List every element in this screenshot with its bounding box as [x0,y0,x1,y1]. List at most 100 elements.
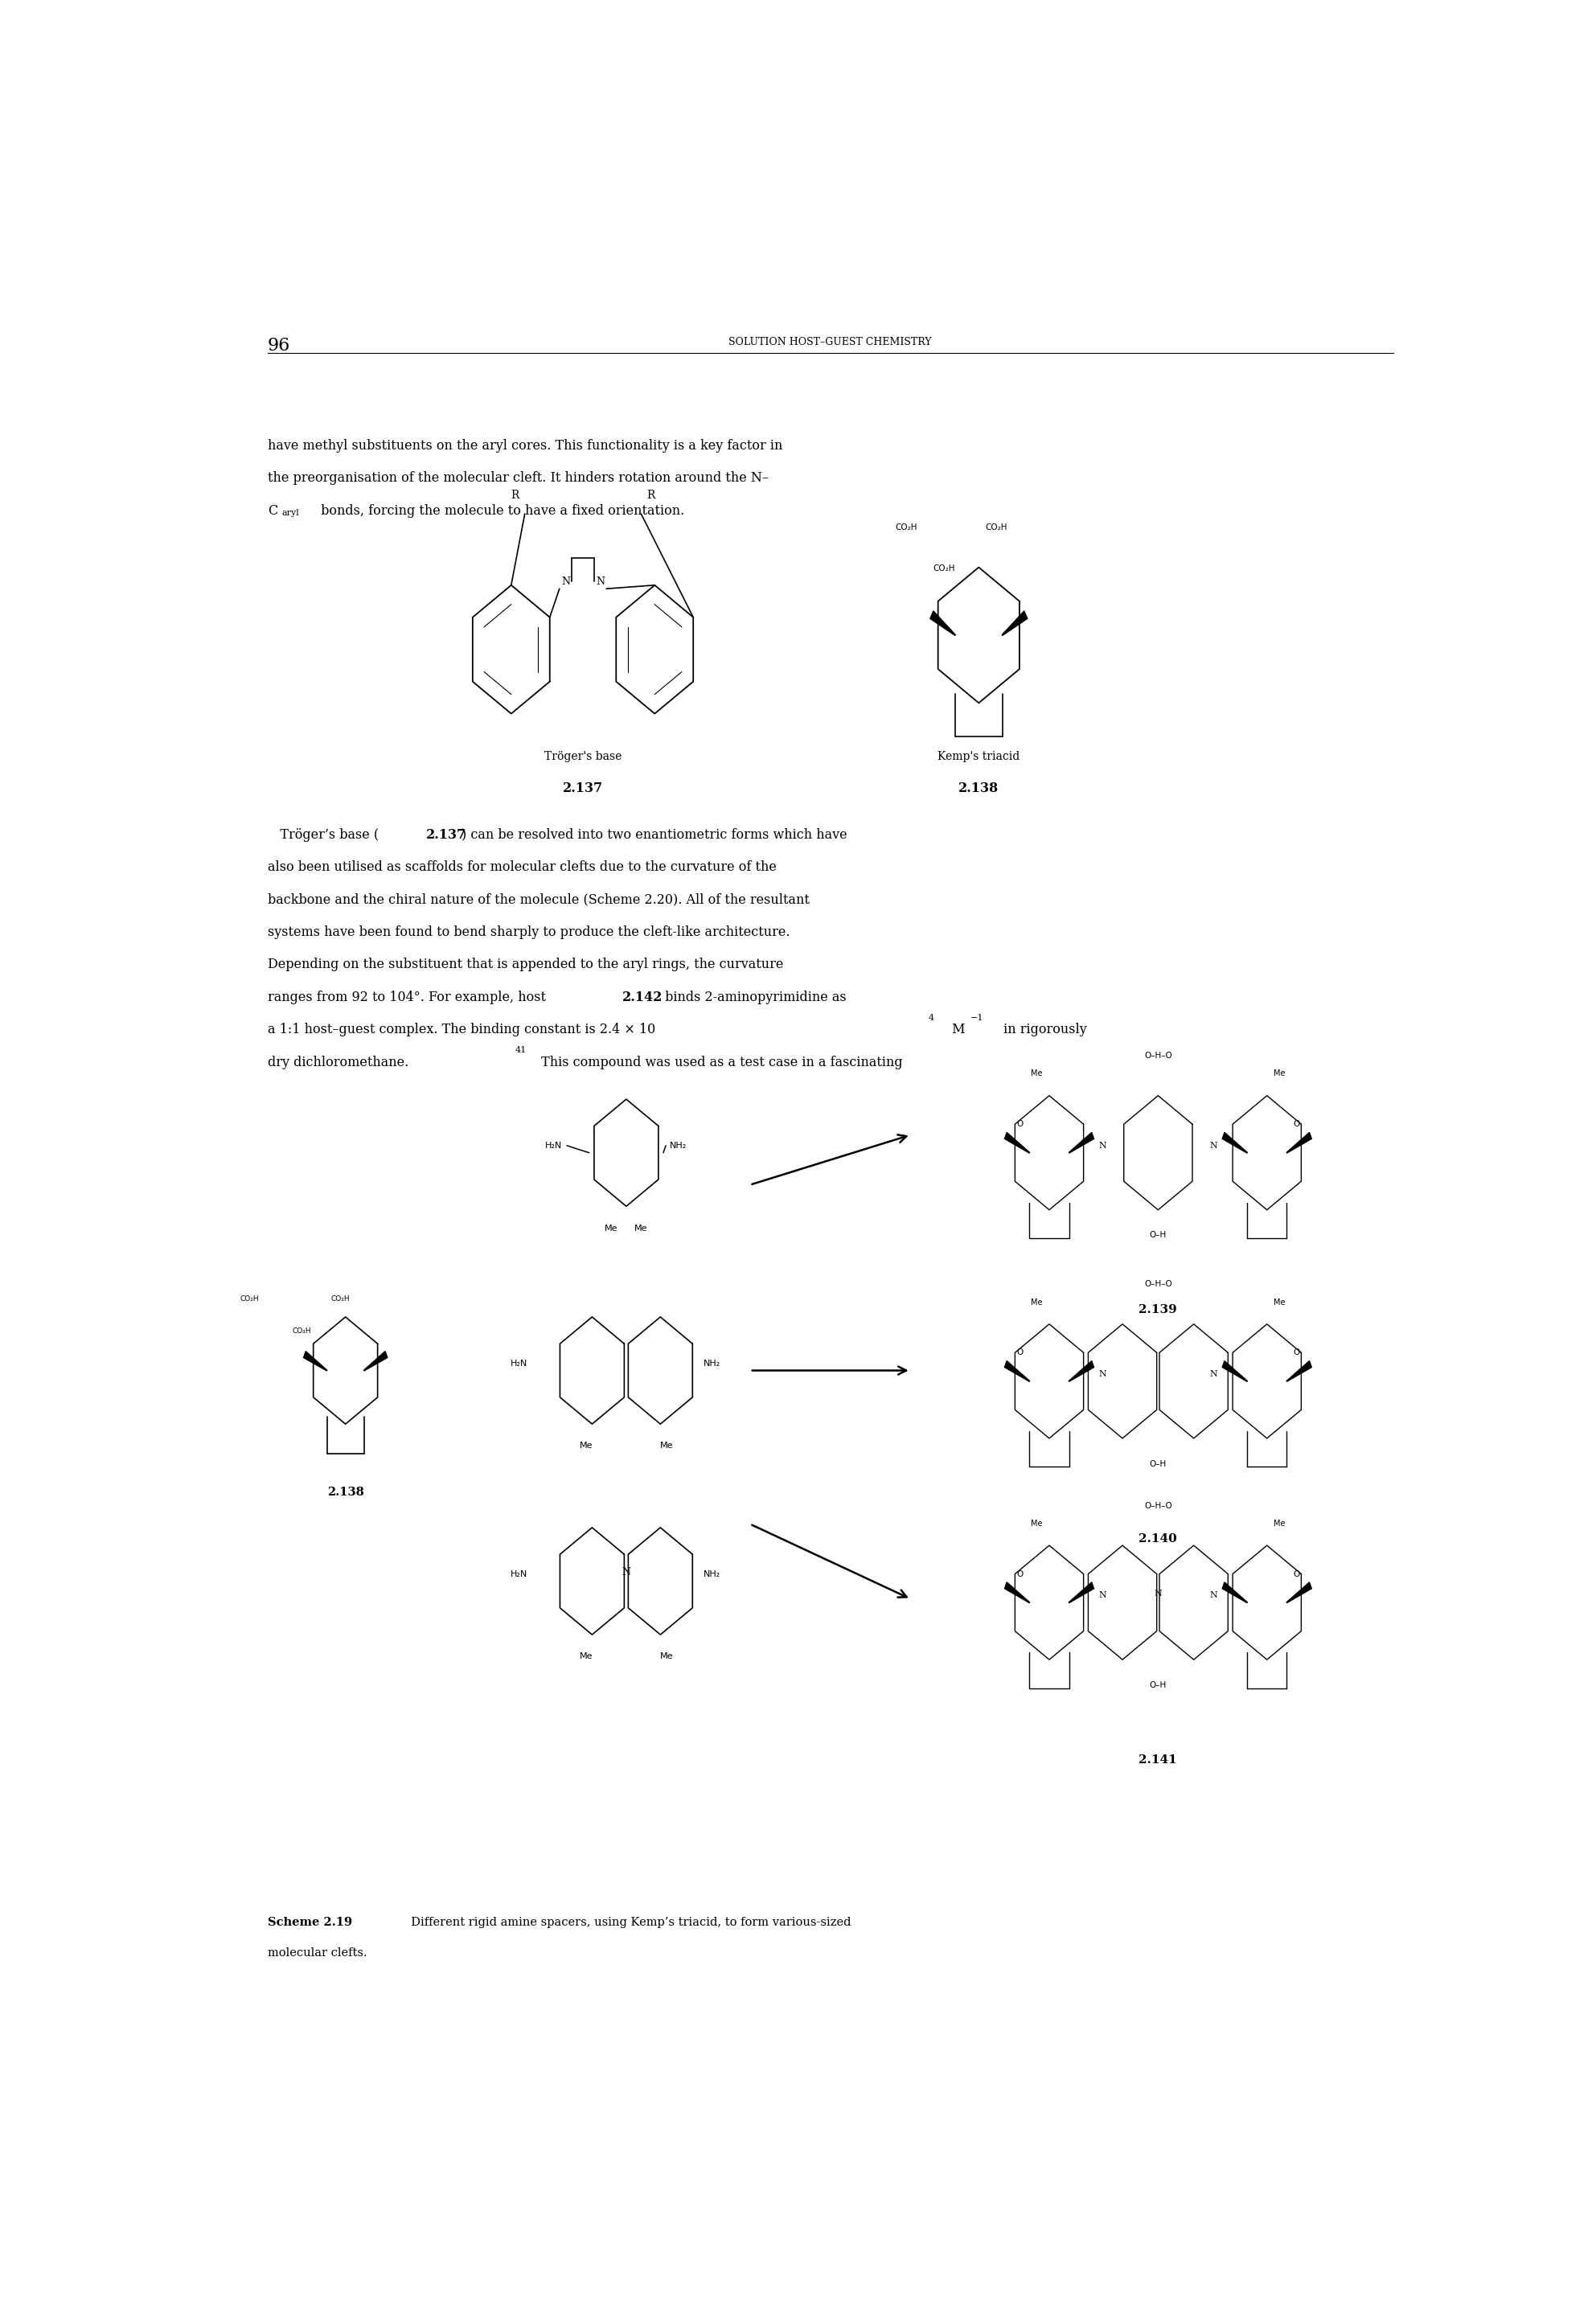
Text: C: C [268,503,278,517]
Text: 4: 4 [927,1013,934,1022]
Polygon shape [364,1351,388,1370]
Text: Me: Me [1031,1069,1042,1078]
Text: H₂N: H₂N [511,1358,528,1368]
Text: N: N [1098,1140,1106,1150]
Text: Me: Me [579,1653,592,1660]
Text: This compound was used as a test case in a fascinating: This compound was used as a test case in… [538,1055,903,1069]
Text: CO₂H: CO₂H [330,1296,350,1303]
Text: Depending on the substituent that is appended to the aryl rings, the curvature: Depending on the substituent that is app… [268,957,784,971]
Text: O: O [1293,1569,1299,1579]
Text: R: R [511,489,519,501]
Text: Me: Me [605,1224,618,1233]
Text: NH₂: NH₂ [704,1358,721,1368]
Text: Kemp's triacid: Kemp's triacid [937,751,1020,763]
Polygon shape [1069,1134,1093,1152]
Polygon shape [1223,1134,1246,1152]
Text: Scheme 2.19: Scheme 2.19 [268,1917,353,1929]
Text: also been utilised as scaffolds for molecular clefts due to the curvature of the: also been utilised as scaffolds for mole… [268,860,776,874]
Polygon shape [303,1351,327,1370]
Text: N: N [1098,1592,1106,1599]
Text: Tröger's base: Tröger's base [544,751,622,763]
Text: 41: 41 [516,1045,527,1055]
Polygon shape [930,612,956,635]
Text: N: N [1210,1370,1218,1379]
Text: aryl: aryl [282,510,298,517]
Text: Me: Me [1274,1069,1285,1078]
Text: 2.138: 2.138 [327,1486,364,1497]
Polygon shape [1004,1134,1029,1152]
Text: Different rigid amine spacers, using Kemp’s triacid, to form various-sized: Different rigid amine spacers, using Kem… [404,1917,851,1929]
Text: O–H–O: O–H–O [1144,1502,1171,1509]
Text: 2.139: 2.139 [1140,1305,1178,1317]
Text: H₂N: H₂N [544,1140,562,1150]
Text: binds 2-aminopyrimidine as: binds 2-aminopyrimidine as [661,990,846,1004]
Text: CO₂H: CO₂H [985,524,1007,531]
Text: dry dichloromethane.: dry dichloromethane. [268,1055,409,1069]
Text: N: N [1154,1590,1162,1597]
Text: backbone and the chiral nature of the molecule (Scheme 2.20). All of the resulta: backbone and the chiral nature of the mo… [268,892,809,906]
Text: O–H: O–H [1149,1460,1167,1467]
Polygon shape [1004,1583,1029,1602]
Text: in rigorously: in rigorously [999,1022,1087,1036]
Text: Tröger’s base (: Tröger’s base ( [268,828,378,841]
Text: 2.140: 2.140 [1140,1532,1178,1544]
Text: 2.142: 2.142 [622,990,662,1004]
Text: systems have been found to bend sharply to produce the cleft-like architecture.: systems have been found to bend sharply … [268,925,790,939]
Polygon shape [1286,1134,1312,1152]
Text: O: O [1293,1349,1299,1356]
Text: N: N [1098,1370,1106,1379]
Polygon shape [1004,1361,1029,1382]
Text: Me: Me [579,1442,592,1451]
Text: Me: Me [1031,1521,1042,1528]
Text: NH₂: NH₂ [704,1569,721,1579]
Text: NH₂: NH₂ [670,1140,686,1150]
Text: O–H–O: O–H–O [1144,1280,1171,1289]
Text: O–H: O–H [1149,1231,1167,1240]
Text: O–H–O: O–H–O [1144,1052,1171,1059]
Text: O: O [1017,1349,1023,1356]
Polygon shape [1223,1361,1246,1382]
Text: O: O [1017,1120,1023,1129]
Text: CO₂H: CO₂H [292,1328,311,1335]
Text: M: M [948,1022,966,1036]
Text: Me: Me [1274,1521,1285,1528]
Text: 2.138: 2.138 [959,781,999,795]
Polygon shape [1223,1583,1246,1602]
Text: N: N [1210,1592,1218,1599]
Polygon shape [1002,612,1028,635]
Text: −1: −1 [970,1013,983,1022]
Text: N: N [1210,1140,1218,1150]
Text: 96: 96 [268,336,290,355]
Text: ranges from 92 to 104°. For example, host: ranges from 92 to 104°. For example, hos… [268,990,551,1004]
Text: Me: Me [1274,1298,1285,1307]
Text: bonds, forcing the molecule to have a fixed orientation.: bonds, forcing the molecule to have a fi… [318,503,685,517]
Text: N: N [622,1567,630,1579]
Text: Me: Me [635,1224,648,1233]
Text: Me: Me [1031,1298,1042,1307]
Polygon shape [1286,1361,1312,1382]
Text: O–H: O–H [1149,1681,1167,1690]
Text: N: N [595,577,605,586]
Text: SOLUTION HOST–GUEST CHEMISTRY: SOLUTION HOST–GUEST CHEMISTRY [729,336,932,348]
Text: Me: Me [659,1442,674,1451]
Text: 2.137: 2.137 [563,781,603,795]
Text: O: O [1017,1569,1023,1579]
Text: have methyl substituents on the aryl cores. This functionality is a key factor i: have methyl substituents on the aryl cor… [268,438,782,452]
Text: ) can be resolved into two enantiometric forms which have: ) can be resolved into two enantiometric… [461,828,847,841]
Text: H₂N: H₂N [511,1569,528,1579]
Text: CO₂H: CO₂H [934,566,954,573]
Text: molecular clefts.: molecular clefts. [268,1947,367,1959]
Text: the preorganisation of the molecular cleft. It hinders rotation around the N–: the preorganisation of the molecular cle… [268,471,768,484]
Text: 2.141: 2.141 [1140,1755,1178,1766]
Text: Me: Me [659,1653,674,1660]
Text: CO₂H: CO₂H [239,1296,259,1303]
Text: N: N [562,577,570,586]
Text: R: R [646,489,654,501]
Text: 2.137: 2.137 [426,828,466,841]
Text: CO₂H: CO₂H [895,524,918,531]
Polygon shape [1069,1583,1093,1602]
Polygon shape [1286,1583,1312,1602]
Text: a 1:1 host–guest complex. The binding constant is 2.4 × 10: a 1:1 host–guest complex. The binding co… [268,1022,656,1036]
Text: O: O [1293,1120,1299,1129]
Polygon shape [1069,1361,1093,1382]
